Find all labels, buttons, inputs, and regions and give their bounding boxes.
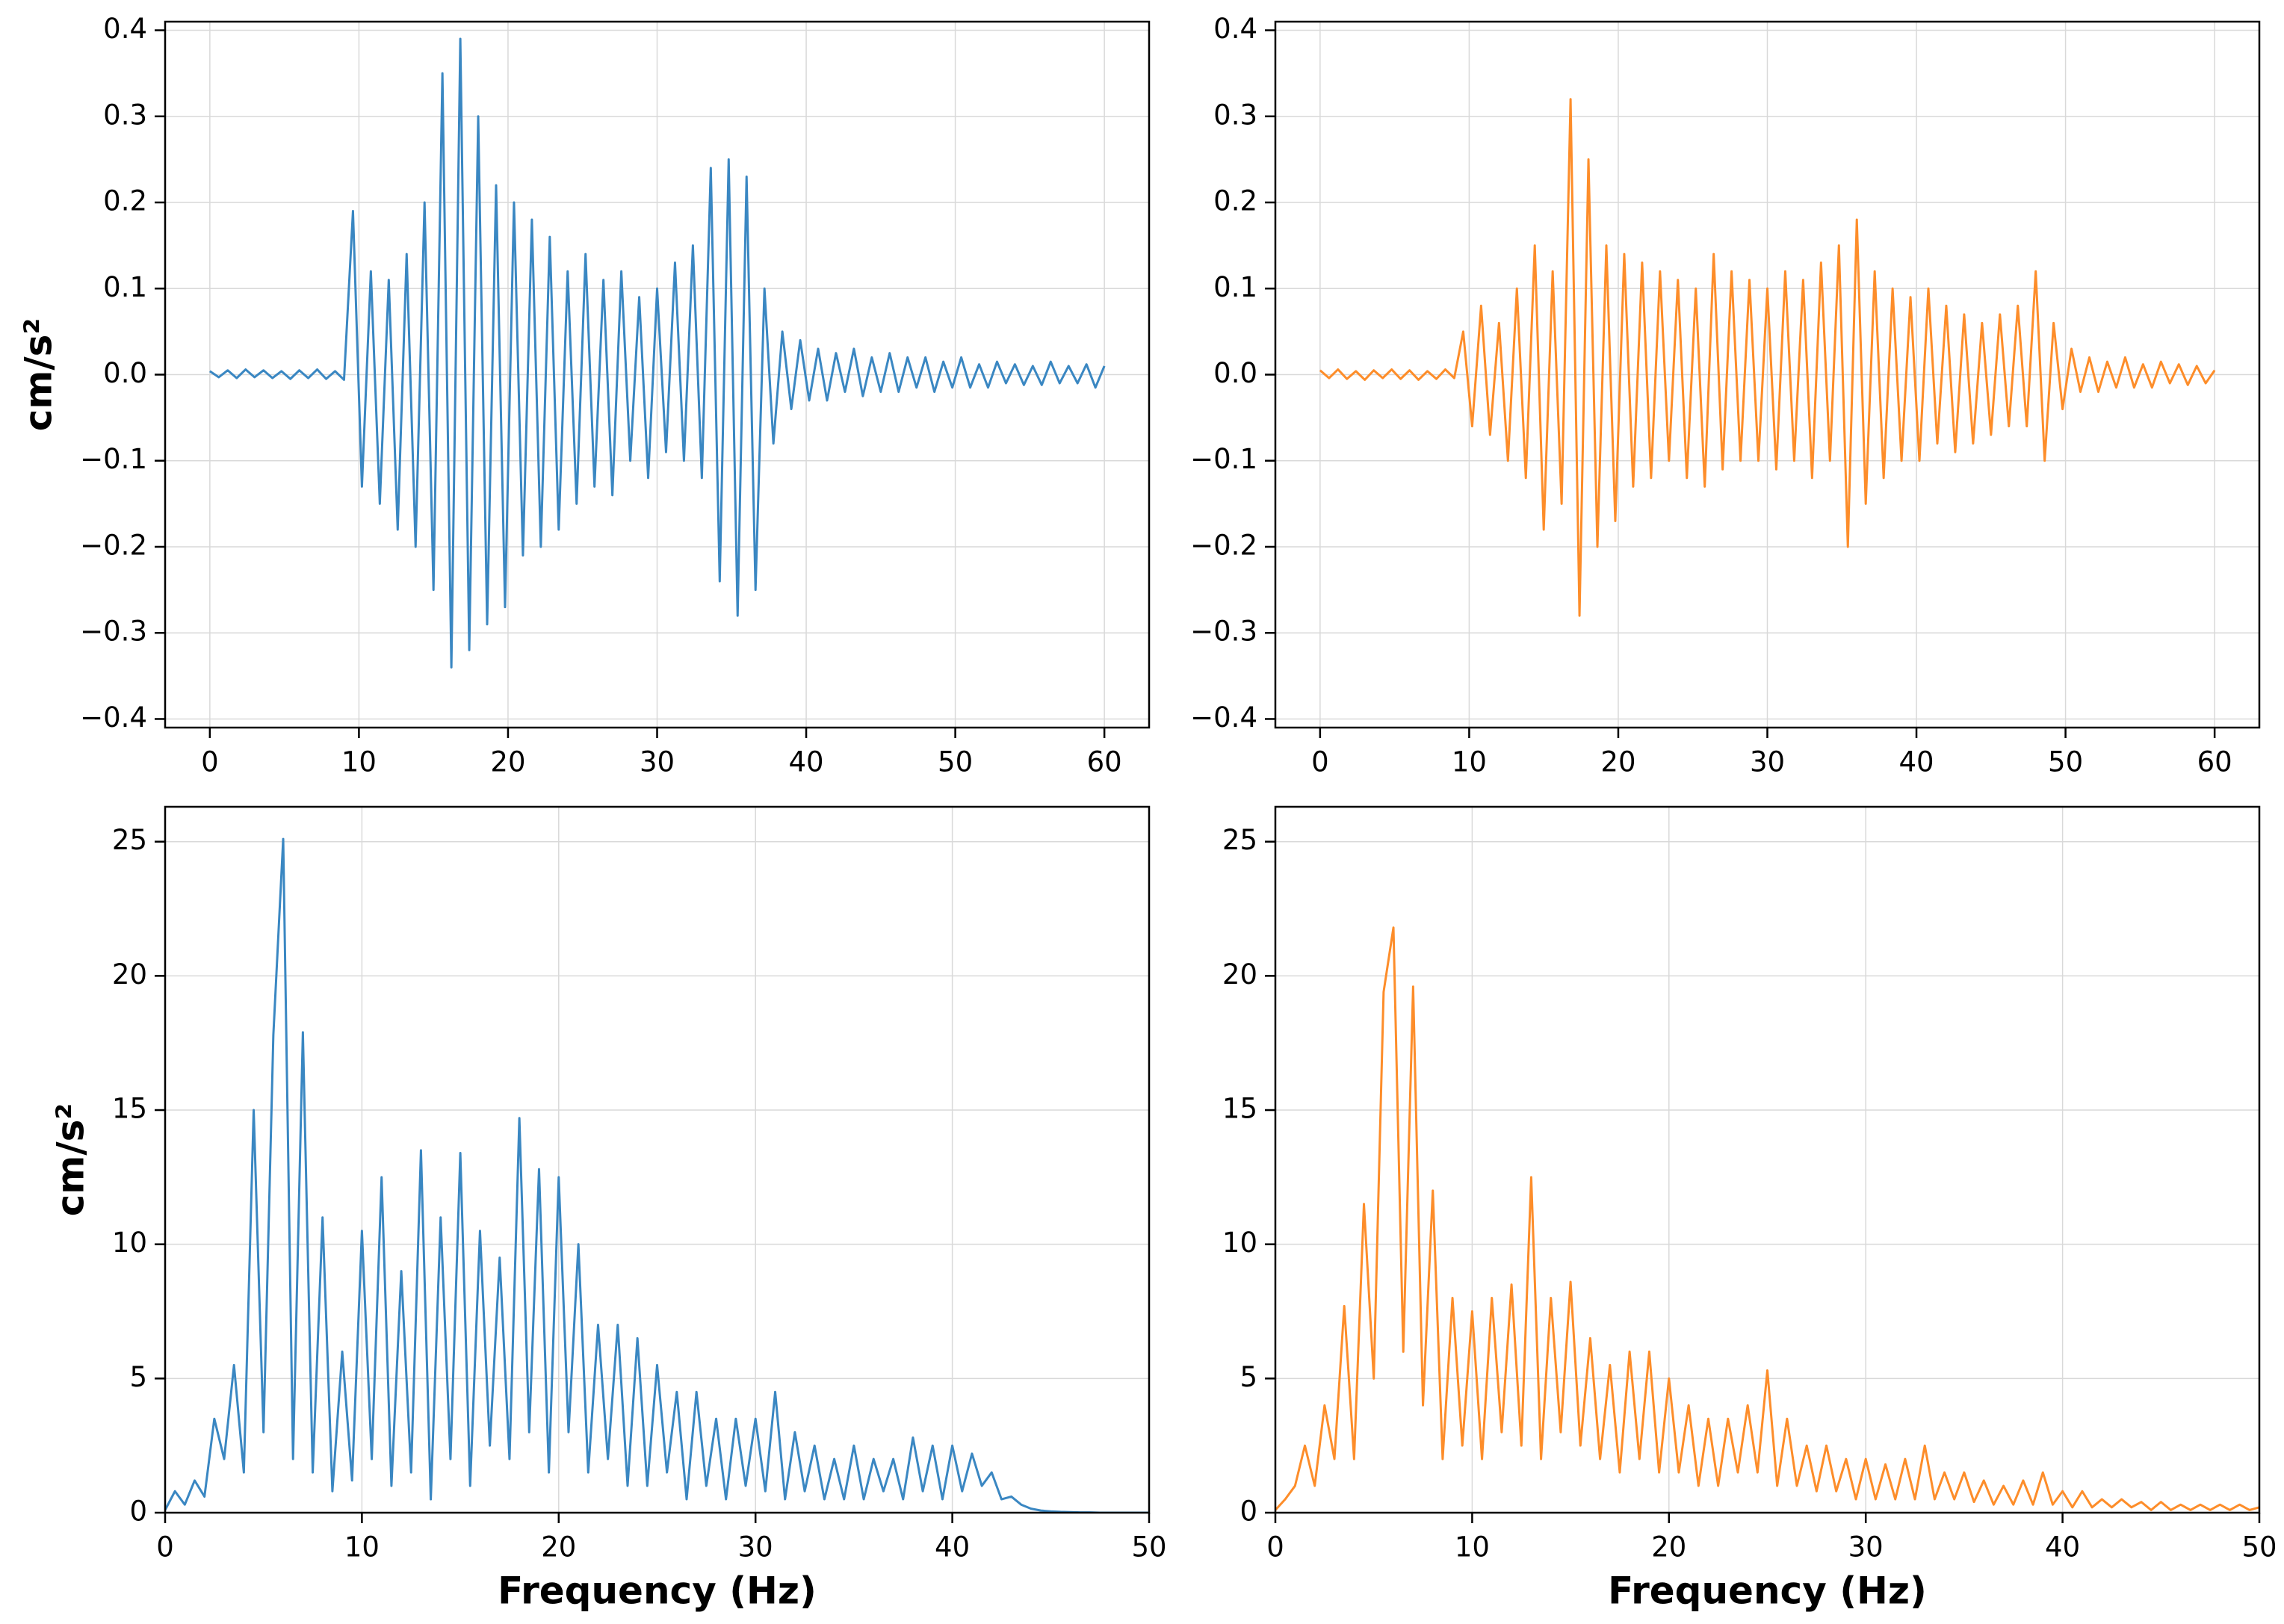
y-axis-label: cm/s² xyxy=(17,318,61,432)
x-tick-label: 60 xyxy=(2197,746,2232,778)
x-tick-label: 0 xyxy=(1311,746,1329,778)
x-tick-label: 30 xyxy=(640,746,675,778)
trace xyxy=(1319,98,2216,617)
y-tick-label: 20 xyxy=(112,958,147,991)
y-tick-label: −0.1 xyxy=(80,443,147,475)
x-tick-label: 50 xyxy=(938,746,973,778)
y-tick-label: 0.0 xyxy=(1213,357,1257,389)
trace xyxy=(165,837,1149,1513)
x-axis-label: Frequency (Hz) xyxy=(1608,1569,1927,1613)
y-tick-label: −0.1 xyxy=(1190,443,1257,475)
x-tick-label: 40 xyxy=(2045,1531,2080,1563)
trace xyxy=(209,37,1106,669)
x-tick-label: 50 xyxy=(2048,746,2083,778)
y-tick-label: 20 xyxy=(1222,958,1257,991)
x-tick-label: 50 xyxy=(1131,1531,1166,1563)
y-tick-label: 15 xyxy=(112,1093,147,1125)
axes-frame xyxy=(1274,20,2261,729)
y-tick-label: 15 xyxy=(1222,1093,1257,1125)
x-tick-label: 40 xyxy=(788,746,823,778)
y-tick-label: 5 xyxy=(1240,1361,1257,1393)
y-tick-label: −0.2 xyxy=(80,529,147,561)
y-tick-label: 0.3 xyxy=(1213,99,1257,131)
x-tick-label: 20 xyxy=(541,1531,576,1563)
y-axis-label: cm/s² xyxy=(49,1103,93,1217)
y-tick-label: 0.4 xyxy=(103,13,147,45)
x-tick-label: 0 xyxy=(201,746,219,778)
y-tick-label: 0.2 xyxy=(103,185,147,217)
x-tick-label: 10 xyxy=(1452,746,1487,778)
y-tick-label: 0 xyxy=(129,1496,147,1528)
y-tick-label: −0.3 xyxy=(80,616,147,648)
x-tick-label: 0 xyxy=(1266,1531,1284,1563)
y-tick-label: 10 xyxy=(112,1227,147,1259)
x-tick-label: 40 xyxy=(1898,746,1934,778)
x-tick-label: 30 xyxy=(1848,1531,1884,1563)
x-tick-label: 30 xyxy=(1750,746,1785,778)
subplot: 0 10 20 30 40 50 0 5 10 15 20 25 cm/s² Frequency (Hz) xyxy=(49,805,1167,1613)
plot-area xyxy=(209,37,1106,669)
x-tick-label: 50 xyxy=(2241,1531,2277,1563)
y-tick-label: −0.2 xyxy=(1190,529,1257,561)
y-tick-label: 0.1 xyxy=(103,271,147,303)
x-tick-label: 0 xyxy=(156,1531,174,1563)
subplot: 0 10 20 30 40 50 60 −0.4 −0.3 −0.2 −0.1 0.0 0.1 0.2 0.… xyxy=(17,13,1151,778)
plot-area xyxy=(1275,926,2259,1511)
x-tick-label: 10 xyxy=(341,746,377,778)
x-tick-label: 60 xyxy=(1087,746,1122,778)
y-tick-label: 0.0 xyxy=(103,357,147,389)
x-axis-label: Frequency (Hz) xyxy=(498,1569,817,1613)
x-tick-label: 30 xyxy=(738,1531,773,1563)
y-tick-label: −0.4 xyxy=(80,701,147,734)
y-tick-label: 25 xyxy=(1222,824,1257,856)
axes-frame xyxy=(164,20,1151,729)
x-tick-label: 20 xyxy=(490,746,525,778)
x-tick-label: 20 xyxy=(1600,746,1635,778)
y-tick-label: 0.3 xyxy=(103,99,147,131)
y-tick-label: 0.2 xyxy=(1213,185,1257,217)
subplot: 0 10 20 30 40 50 0 5 10 15 20 25 Frequency (Hz) xyxy=(1222,805,2277,1613)
plot-area xyxy=(1319,98,2216,617)
x-tick-label: 10 xyxy=(1455,1531,1490,1563)
plot-area xyxy=(165,837,1149,1513)
y-tick-label: 0.1 xyxy=(1213,271,1257,303)
axes-frame xyxy=(164,805,1151,1514)
y-tick-label: 10 xyxy=(1222,1227,1257,1259)
y-tick-label: 25 xyxy=(112,824,147,856)
trace xyxy=(1275,926,2259,1511)
x-tick-label: 20 xyxy=(1651,1531,1686,1563)
y-tick-label: −0.4 xyxy=(1190,701,1257,734)
y-tick-label: −0.3 xyxy=(1190,616,1257,648)
y-tick-label: 0 xyxy=(1240,1496,1257,1528)
x-tick-label: 10 xyxy=(344,1531,380,1563)
x-tick-label: 40 xyxy=(935,1531,970,1563)
y-tick-label: 5 xyxy=(129,1361,147,1393)
axes-frame xyxy=(1274,805,2261,1514)
subplot: 0 10 20 30 40 50 60 −0.4 −0.3 −0.2 −0.1 0.0 0.1 0.2 0.… xyxy=(1190,13,2261,778)
y-tick-label: 0.4 xyxy=(1213,13,1257,45)
